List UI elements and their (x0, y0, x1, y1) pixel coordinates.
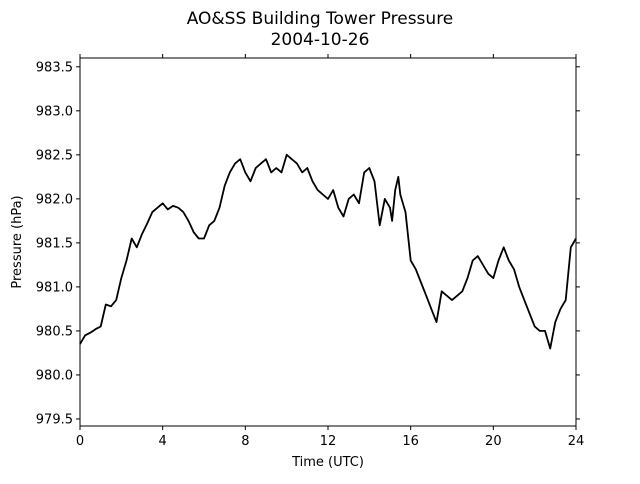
pressure-series-line (79, 153, 577, 350)
chart-title: AO&SS Building Tower Pressure (187, 9, 454, 29)
plot-area: 0 4 8 12 16 20 24 979.5 980.0 980.5 981.0 981.5 982.… (36, 54, 584, 449)
y-tick-label: 979.5 (36, 412, 73, 427)
y-tick-label: 981.0 (36, 280, 73, 295)
y-axis-label: Pressure (hPa) (10, 195, 25, 288)
y-tick-label: 982.5 (36, 148, 73, 163)
chart-subtitle: 2004-10-26 (271, 30, 370, 50)
x-tick-label: 24 (568, 434, 585, 449)
y-tick-label: 983.5 (36, 60, 73, 75)
x-tick-label: 4 (159, 434, 167, 449)
y-tick-label: 981.5 (36, 236, 73, 251)
x-tick-label: 8 (241, 434, 249, 449)
y-tick-label: 980.5 (36, 324, 73, 339)
y-tick-label: 980.0 (36, 368, 73, 383)
x-tick-label: 0 (76, 434, 84, 449)
x-tick-label: 12 (320, 434, 337, 449)
y-tick-label: 982.0 (36, 192, 73, 207)
x-tick-label: 20 (485, 434, 502, 449)
x-axis-label: Time (UTC) (291, 455, 364, 470)
x-tick-label: 16 (402, 434, 419, 449)
y-tick-label: 983.0 (36, 104, 73, 119)
